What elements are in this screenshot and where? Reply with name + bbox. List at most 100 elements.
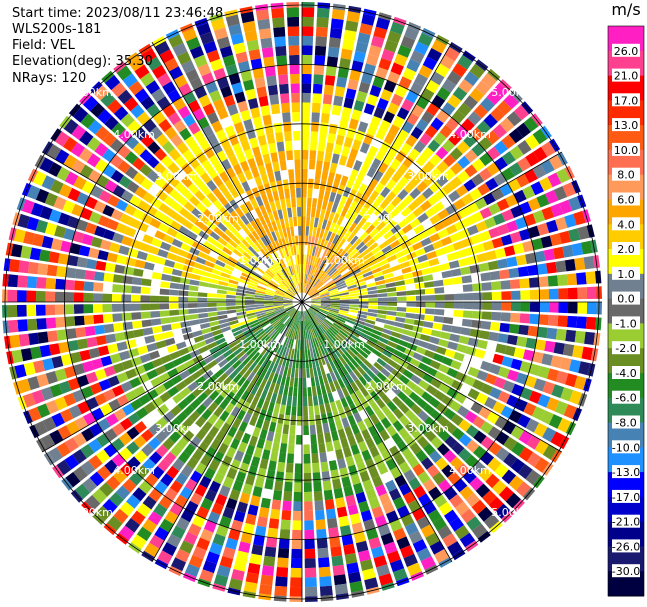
velocity-bin [501,356,514,368]
velocity-bin [144,335,156,344]
velocity-bin [274,292,285,297]
ring-label: 5.00km [491,506,533,519]
velocity-bin [331,202,339,213]
velocity-bin [257,314,267,319]
velocity-bin [315,519,326,530]
velocity-bin [451,109,466,124]
velocity-bin [509,162,523,177]
velocity-bin [160,317,171,325]
velocity-bin [249,276,260,283]
velocity-bin [377,523,391,537]
velocity-bin [146,56,162,71]
velocity-bin [539,289,550,300]
velocity-bin [102,313,113,323]
velocity-bin [346,281,357,287]
velocity-bin [332,234,340,244]
velocity-bin [304,283,307,293]
velocity-bin [128,56,145,72]
velocity-bin [51,412,65,428]
velocity-bin [562,182,576,197]
ring-label: 4.00km [449,464,491,477]
velocity-bin [379,198,390,210]
velocity-bin [525,134,540,150]
velocity-bin [368,537,382,550]
velocity-bin [236,151,246,164]
ring-label: 3.00km [155,422,197,435]
velocity-bin [169,480,183,494]
velocity-bin [371,546,385,559]
velocity-bin [292,520,302,531]
velocity-bin [459,532,476,548]
velocity-bin [485,250,497,261]
velocity-bin [533,146,548,162]
velocity-bin [278,285,287,292]
velocity-bin [297,254,300,265]
velocity-bin [366,340,377,348]
velocity-bin [218,358,229,368]
velocity-bin [289,276,295,286]
velocity-bin [463,134,477,148]
velocity-bin [31,389,45,405]
velocity-bin [255,308,265,312]
velocity-bin [330,270,339,278]
velocity-bin [164,510,179,525]
velocity-bin [311,453,319,464]
velocity-bin [396,536,411,550]
velocity-bin [263,224,271,235]
velocity-bin [449,333,461,343]
velocity-bin [280,375,287,386]
velocity-bin [259,278,269,285]
velocity-bin [200,322,211,330]
velocity-bin [433,221,446,232]
velocity-bin [315,257,321,268]
velocity-bin [107,375,120,388]
velocity-bin [278,228,285,239]
velocity-bin [175,341,187,350]
velocity-bin [297,311,300,321]
velocity-bin [302,121,310,132]
velocity-bin [364,274,375,281]
velocity-bin [343,543,356,555]
velocity-bin [335,399,343,411]
velocity-bin [252,426,261,438]
velocity-bin [220,272,231,279]
velocity-bin [368,379,379,390]
velocity-bin [442,182,455,195]
velocity-bin [378,336,389,345]
velocity-bin [232,248,243,258]
velocity-bin [97,109,112,124]
velocity-bin [303,283,306,293]
velocity-bin [421,110,435,124]
velocity-bin [349,200,358,211]
velocity-bin [447,541,463,556]
velocity-bin [555,400,569,416]
velocity-bin [556,168,570,184]
velocity-bin [393,496,406,510]
velocity-bin [258,28,272,40]
velocity-bin [157,458,171,472]
velocity-bin [255,387,264,398]
velocity-bin [140,178,153,191]
velocity-bin [348,333,358,341]
velocity-bin [287,338,293,348]
velocity-bin [324,75,336,86]
velocity-bin [54,291,65,302]
velocity-bin [313,367,318,377]
velocity-bin [459,485,474,500]
velocity-bin [519,278,530,289]
velocity-bin [133,435,147,449]
velocity-bin [271,220,278,231]
velocity-bin [102,304,113,313]
velocity-bin [340,48,353,60]
velocity-bin [486,162,500,176]
velocity-bin [305,320,308,331]
velocity-bin [291,309,297,318]
velocity-bin [325,352,333,363]
velocity-bin [264,308,275,312]
velocity-bin [310,304,321,309]
velocity-bin [358,183,368,195]
velocity-bin [305,358,309,369]
velocity-bin [297,339,300,350]
velocity-bin [246,284,257,290]
velocity-bin [37,263,49,276]
